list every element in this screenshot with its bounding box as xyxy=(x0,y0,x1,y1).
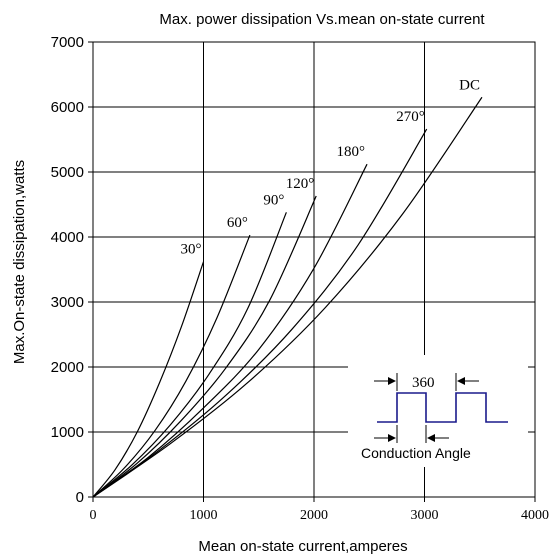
y-axis-label: Max.On-state dissipation,watts xyxy=(11,160,28,364)
x-tick-label: 4000 xyxy=(521,508,549,523)
inset-background xyxy=(348,355,528,467)
pulse-waveform xyxy=(377,392,508,423)
curves xyxy=(92,96,483,498)
conduction-arrowhead-right xyxy=(427,434,435,442)
curve-label: 90° xyxy=(263,192,284,208)
y-tick-label: 2000 xyxy=(51,359,84,376)
curve-30 xyxy=(92,261,205,498)
curve-120 xyxy=(92,195,317,498)
x-tick-label: 3000 xyxy=(411,508,439,523)
curve-label: 180° xyxy=(337,144,366,160)
y-tick-label: 1000 xyxy=(51,424,84,441)
y-tick-label: 0 xyxy=(76,489,84,506)
curve-DC xyxy=(92,96,483,498)
curve-90 xyxy=(92,212,287,498)
y-tick-label: 5000 xyxy=(51,164,84,181)
curve-180 xyxy=(92,163,368,498)
y-tick-label: 3000 xyxy=(51,294,84,311)
x-tick-label: 2000 xyxy=(300,508,328,523)
curve-label: 270° xyxy=(396,109,425,125)
period-arrowhead-right xyxy=(457,377,465,385)
conduction-arrowhead-left xyxy=(388,434,396,442)
curve-label: 120° xyxy=(286,176,315,192)
y-tick-label: 7000 xyxy=(51,34,84,51)
curve-labels: 30° 60° 90°120° 180° 270° DC xyxy=(181,77,480,257)
period-label: 360 xyxy=(412,375,435,391)
y-tick-label: 6000 xyxy=(51,99,84,116)
period-arrowhead-left xyxy=(388,377,396,385)
inset-waveform: 360 Conduction Angle xyxy=(348,355,528,467)
x-axis-label: Mean on-state current,amperes xyxy=(198,538,407,555)
x-tick-label: 1000 xyxy=(190,508,218,523)
x-tick-label: 0 xyxy=(90,508,97,523)
curve-270 xyxy=(92,128,428,498)
curve-label: 60° xyxy=(227,215,248,231)
gridlines xyxy=(93,42,535,497)
conduction-label: Conduction Angle xyxy=(361,445,471,461)
curve-label: DC xyxy=(459,77,480,93)
y-tick-label: 4000 xyxy=(51,229,84,246)
curve-60 xyxy=(92,234,251,498)
curve-label: 30° xyxy=(181,242,202,258)
chart-title: Max. power dissipation Vs.mean on-state … xyxy=(159,11,485,28)
axis-ticks: 0 1000 2000 3000 4000 0 1000 2000 3000 4000 5000 60… xyxy=(51,34,549,523)
